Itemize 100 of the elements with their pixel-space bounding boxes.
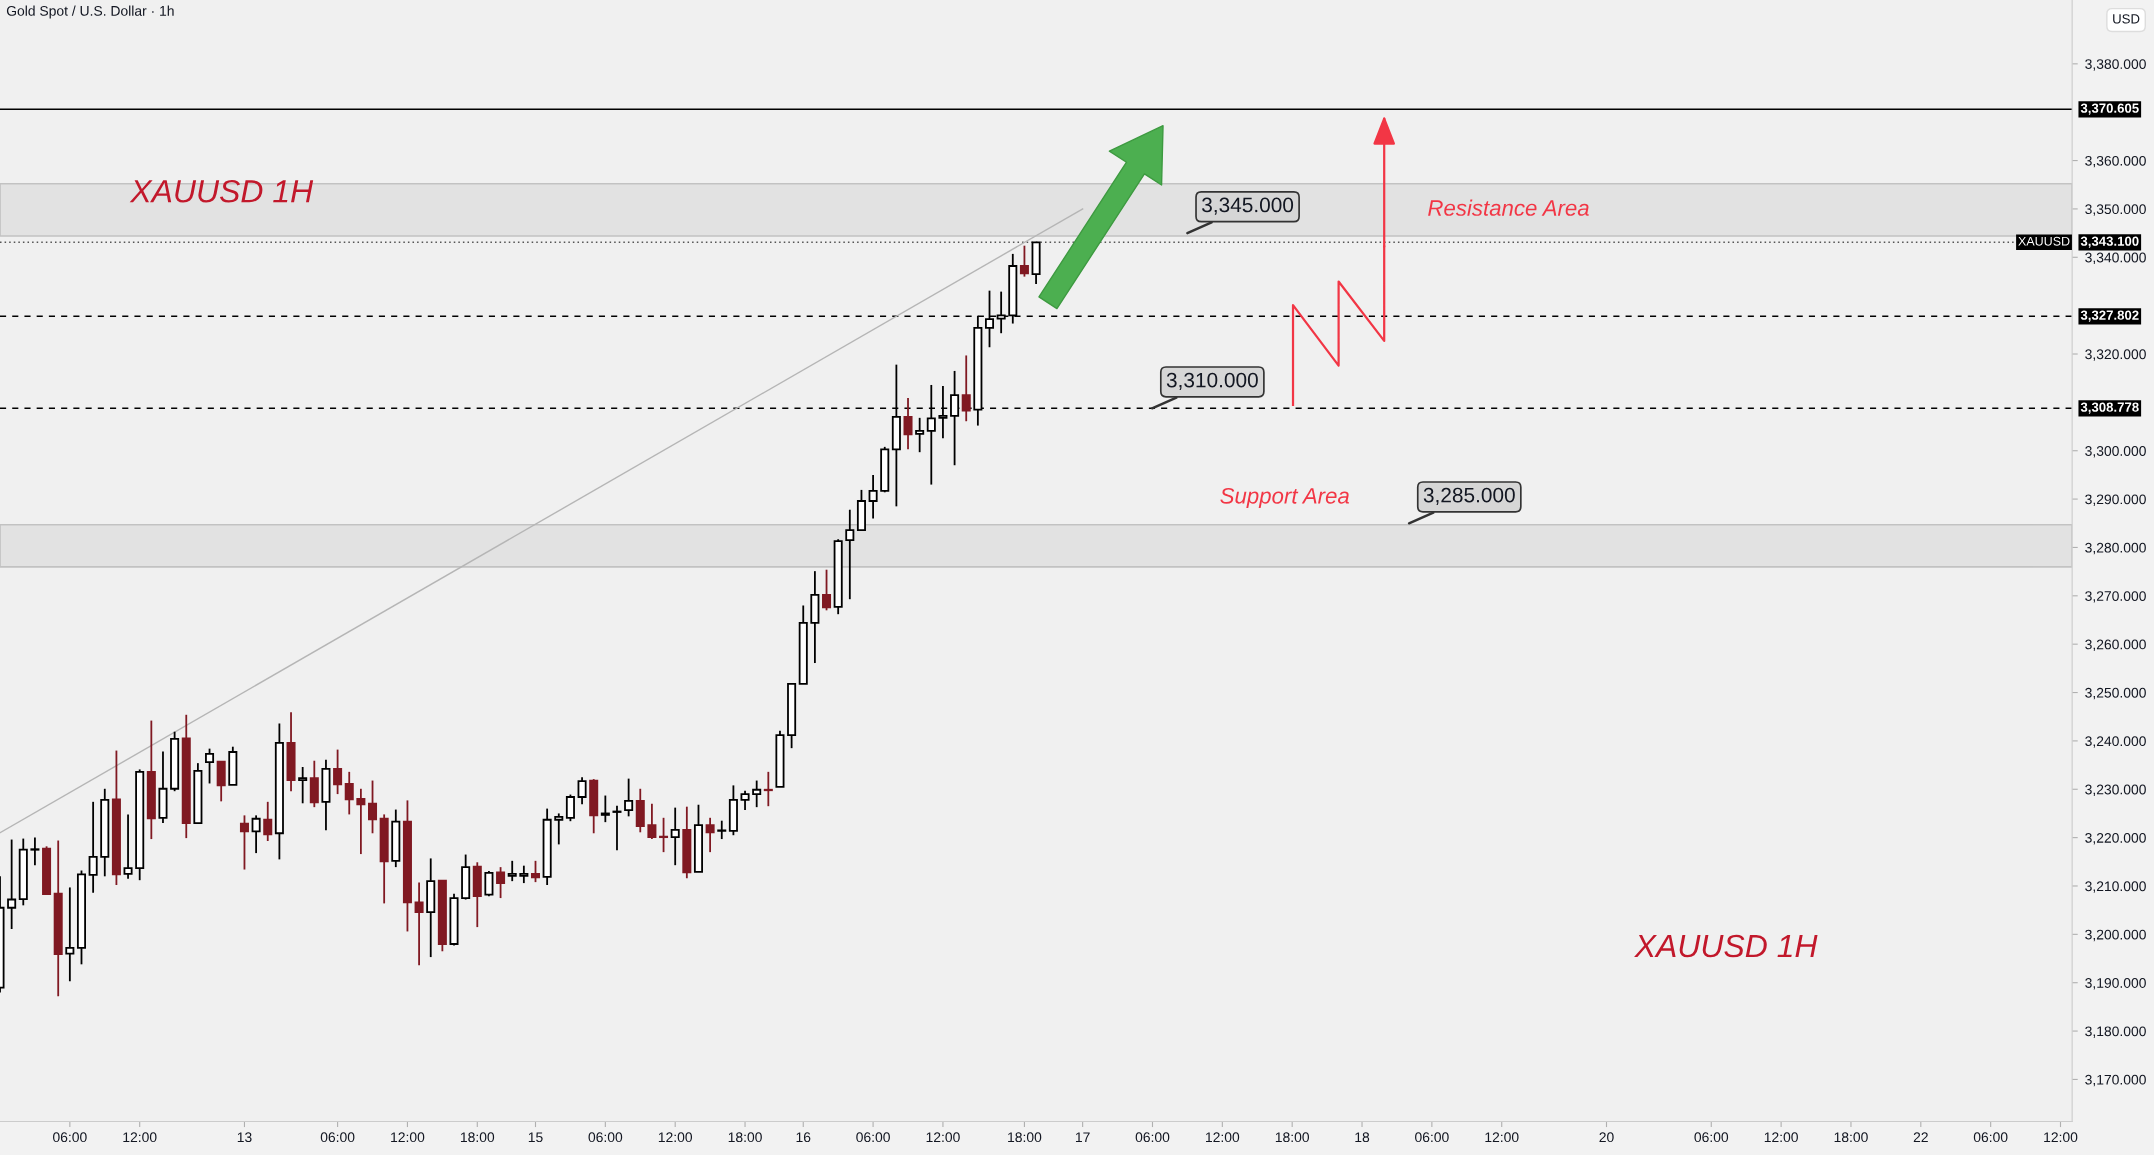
candlestick (717, 819, 727, 840)
x-tick-label: 12:00 (123, 1132, 157, 1143)
annotation: 3,310.000 (1166, 372, 1258, 390)
candlestick (903, 397, 913, 451)
x-tick-label: 12:00 (926, 1132, 960, 1143)
y-tick-label: 3,210.000 (2085, 881, 2146, 893)
y-tick-label: 3,320.000 (2085, 349, 2146, 361)
candlestick (600, 794, 610, 824)
candlestick (507, 859, 517, 883)
x-tick-label: 06:00 (1135, 1132, 1170, 1143)
candlestick (647, 802, 657, 840)
x-tick-label: 15 (528, 1132, 543, 1143)
chart-title: Gold Spot / U.S. Dollar · 1h (6, 5, 174, 19)
candlestick (123, 813, 133, 880)
candlestick (333, 748, 343, 796)
candlestick (915, 416, 925, 454)
x-tick-label: 18:00 (1275, 1132, 1310, 1143)
ref-line-label: 3,327.802 (2080, 310, 2139, 322)
candlestick (740, 789, 750, 811)
candlestick (763, 770, 773, 808)
band-label: Resistance Area (1428, 199, 1589, 216)
x-tick-label: 18:00 (1008, 1132, 1042, 1143)
candlestick (752, 779, 762, 809)
candlestick (822, 568, 832, 612)
y-tick-label: 3,240.000 (2085, 736, 2146, 748)
x-tick-label: 17 (1075, 1132, 1090, 1142)
x-tick-label: 06:00 (1694, 1132, 1729, 1143)
ref-line-label: 3,343.100 (2080, 236, 2139, 248)
y-tick-label: 3,170.000 (2085, 1074, 2146, 1087)
annotation: XAUUSD 1H (129, 179, 314, 203)
candlestick (88, 800, 98, 894)
candlestick (950, 370, 960, 467)
y-tick-label: 3,280.000 (2085, 542, 2146, 555)
y-tick-label: 3,260.000 (2085, 639, 2146, 651)
candlestick (868, 474, 878, 520)
candlestick (263, 800, 273, 842)
candlestick (670, 806, 680, 867)
y-tick-label: 3,380.000 (2085, 59, 2146, 71)
candlestick (7, 838, 17, 930)
candlestick (961, 354, 971, 423)
x-tick-label: 12:00 (1206, 1132, 1240, 1143)
candlestick (344, 770, 354, 816)
y-tick-label: 3,250.000 (2085, 687, 2146, 700)
y-tick-label: 3,180.000 (2085, 1026, 2146, 1038)
annotation: 3,345.000 (1202, 197, 1294, 215)
annotation: XAUUSD 1H (1634, 934, 1818, 958)
x-tick-label: 06:00 (856, 1132, 890, 1143)
x-tick-label: 16 (796, 1132, 811, 1143)
y-tick-label: 3,190.000 (2085, 978, 2146, 990)
candlestick (239, 814, 249, 871)
candlestick (368, 779, 378, 835)
x-tick-label: 06:00 (320, 1132, 355, 1143)
candlestick (65, 886, 75, 983)
x-tick-label: 06:00 (1415, 1132, 1449, 1143)
candlestick (565, 793, 575, 823)
candlestick (205, 747, 215, 785)
candlestick (577, 776, 587, 806)
x-tick-label: 12:00 (1485, 1132, 1519, 1143)
candlestick (659, 816, 669, 854)
candlestick (30, 836, 40, 867)
x-tick-label: 12:00 (658, 1132, 693, 1143)
y-axis-title: USD (2113, 14, 2140, 24)
x-tick-label: 06:00 (588, 1132, 623, 1143)
y-tick-label: 3,340.000 (2085, 252, 2146, 265)
candlestick (414, 881, 424, 967)
annotation: XAUUSD (2018, 236, 2070, 246)
y-tick-label: 3,220.000 (2085, 832, 2146, 845)
x-tick-label: 18:00 (460, 1132, 495, 1143)
x-tick-label: 20 (1599, 1132, 1614, 1143)
candlestick (484, 870, 494, 898)
candlestick (298, 766, 308, 805)
x-tick-label: 18 (1355, 1132, 1370, 1143)
y-tick-label: 3,270.000 (2085, 591, 2146, 603)
band-label: Support Area (1220, 487, 1350, 509)
ref-line-label: 3,370.605 (2080, 103, 2139, 115)
x-tick-label: 12:00 (391, 1132, 425, 1143)
ref-line-label: 3,308.778 (2080, 402, 2139, 414)
y-tick-label: 3,230.000 (2085, 784, 2146, 797)
y-tick-label: 3,300.000 (2085, 446, 2146, 458)
annotation: 3,285.000 (1423, 487, 1515, 505)
x-tick-label: 22 (1913, 1132, 1928, 1142)
candlestick (251, 814, 261, 855)
x-tick-label: 18:00 (728, 1132, 762, 1143)
x-tick-label: 12:00 (2044, 1132, 2078, 1143)
candlestick (496, 866, 506, 899)
y-tick-label: 3,350.000 (2085, 204, 2146, 216)
candlestick (705, 816, 715, 854)
candlestick (554, 812, 564, 846)
candlestick (1019, 244, 1029, 278)
candlestick (612, 804, 622, 852)
x-tick-label: 06:00 (1973, 1132, 2008, 1143)
candlestick (624, 777, 634, 818)
candlestick (216, 760, 226, 803)
x-tick-label: 18:00 (1834, 1132, 1868, 1143)
x-tick-label: 12:00 (1764, 1132, 1798, 1143)
x-tick-label: 13 (237, 1132, 252, 1143)
y-tick-label: 3,360.000 (2085, 155, 2146, 168)
candlestick (356, 787, 366, 855)
y-tick-label: 3,200.000 (2085, 929, 2146, 942)
x-tick-label: 06:00 (53, 1132, 87, 1143)
